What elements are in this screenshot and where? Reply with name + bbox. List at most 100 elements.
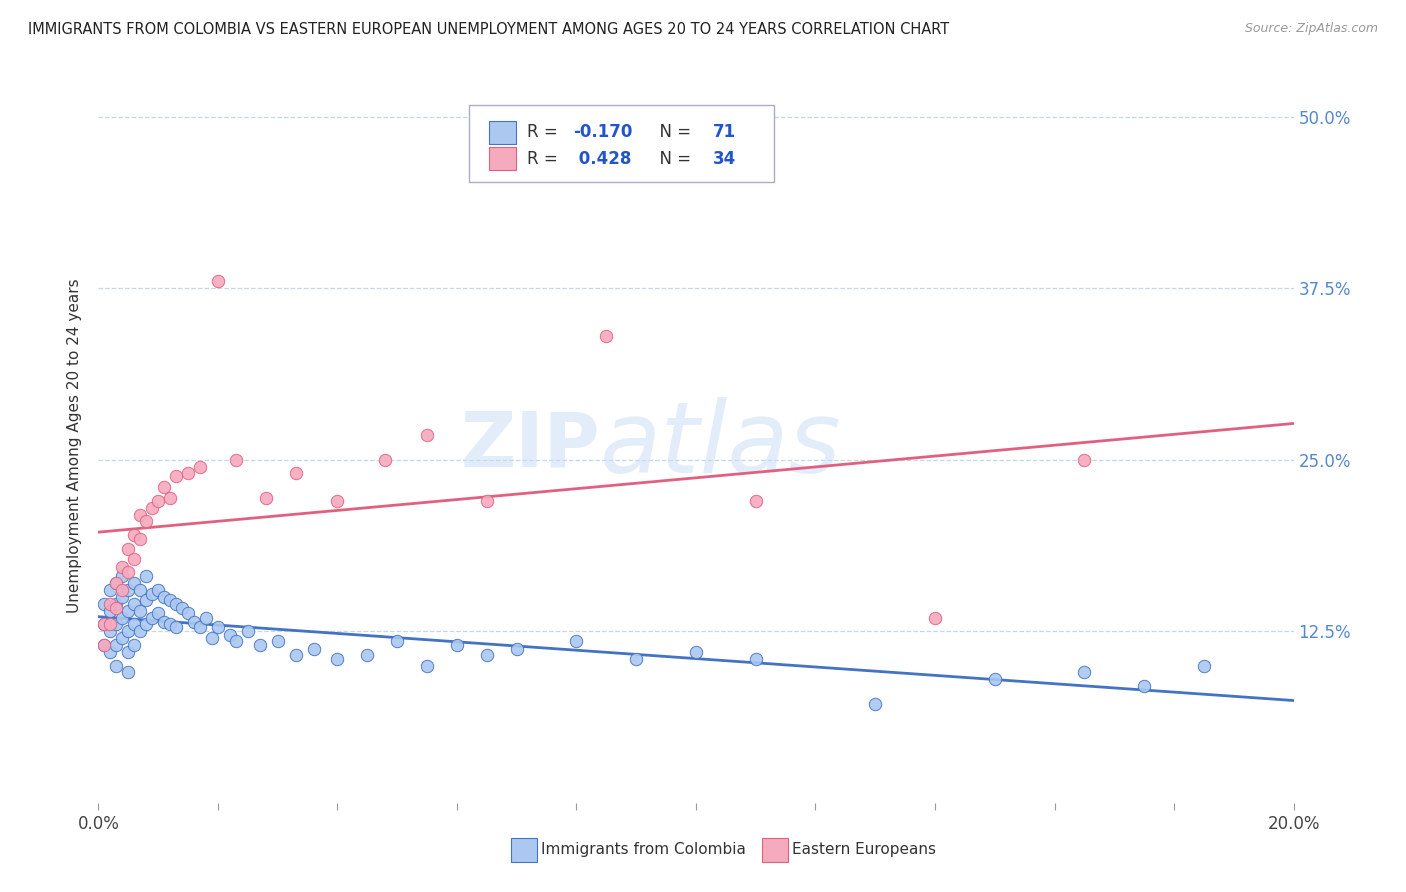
Point	[105, 601, 128, 615]
Point	[626, 651, 648, 665]
Point	[984, 673, 1007, 687]
Point	[153, 480, 176, 494]
Point	[326, 651, 349, 665]
Point	[207, 620, 229, 634]
Point	[267, 633, 290, 648]
Point	[195, 610, 218, 624]
Point	[117, 541, 139, 556]
Point	[93, 617, 115, 632]
Point	[745, 651, 768, 665]
Text: 71: 71	[713, 123, 735, 141]
Point	[254, 491, 277, 505]
Point	[105, 638, 128, 652]
Point	[135, 592, 157, 607]
Point	[93, 617, 115, 632]
Point	[135, 515, 157, 529]
Point	[141, 500, 163, 515]
Point	[124, 597, 146, 611]
Point	[98, 597, 122, 611]
Point	[98, 583, 122, 598]
Point	[124, 551, 146, 566]
Point	[356, 648, 378, 662]
Point	[105, 617, 128, 632]
Point	[172, 601, 194, 615]
Point	[93, 638, 115, 652]
Point	[416, 658, 439, 673]
Point	[117, 583, 139, 598]
Point	[1073, 452, 1095, 467]
Point	[135, 617, 157, 632]
Point	[153, 590, 176, 604]
Point	[93, 638, 115, 652]
Point	[159, 491, 181, 505]
Point	[98, 624, 122, 639]
Point	[183, 615, 205, 629]
Point	[124, 617, 146, 632]
Point	[111, 610, 134, 624]
Point	[159, 592, 181, 607]
Point	[111, 590, 134, 604]
Point	[225, 633, 247, 648]
Point	[1192, 658, 1215, 673]
FancyBboxPatch shape	[489, 147, 516, 170]
Point	[105, 576, 128, 591]
Text: R =: R =	[527, 150, 564, 168]
Point	[141, 587, 163, 601]
Point	[129, 508, 152, 522]
Point	[326, 494, 349, 508]
Point	[117, 645, 139, 659]
Point	[141, 610, 163, 624]
Point	[117, 566, 139, 580]
Point	[117, 665, 139, 680]
Text: N =: N =	[650, 150, 697, 168]
Text: N =: N =	[650, 123, 697, 141]
Point	[188, 620, 211, 634]
Point	[249, 638, 271, 652]
Text: ZIP: ZIP	[461, 409, 600, 483]
Text: -0.170: -0.170	[572, 123, 633, 141]
FancyBboxPatch shape	[489, 120, 516, 144]
Text: Immigrants from Colombia: Immigrants from Colombia	[541, 842, 745, 856]
Point	[124, 528, 146, 542]
Point	[1073, 665, 1095, 680]
Point	[177, 467, 200, 481]
Point	[129, 604, 152, 618]
Point	[284, 467, 307, 481]
Point	[105, 597, 128, 611]
Point	[374, 452, 396, 467]
Point	[98, 617, 122, 632]
Point	[565, 633, 588, 648]
Point	[105, 576, 128, 591]
Point	[685, 645, 707, 659]
Point	[446, 638, 468, 652]
Text: Source: ZipAtlas.com: Source: ZipAtlas.com	[1244, 22, 1378, 36]
Point	[98, 604, 122, 618]
Point	[1133, 679, 1156, 693]
Point	[117, 624, 139, 639]
Point	[135, 569, 157, 583]
Point	[207, 274, 229, 288]
Point	[111, 559, 134, 574]
Point	[219, 628, 242, 642]
Point	[302, 642, 325, 657]
FancyBboxPatch shape	[470, 105, 773, 182]
Point	[148, 607, 170, 621]
Point	[124, 638, 146, 652]
Point	[284, 648, 307, 662]
Point	[475, 648, 498, 662]
Text: Eastern Europeans: Eastern Europeans	[792, 842, 935, 856]
Point	[159, 617, 181, 632]
Point	[117, 604, 139, 618]
Point	[129, 583, 152, 598]
Point	[475, 494, 498, 508]
Point	[236, 624, 259, 639]
Point	[865, 697, 887, 711]
Point	[153, 615, 176, 629]
FancyBboxPatch shape	[510, 838, 537, 862]
Point	[165, 620, 187, 634]
Point	[188, 459, 211, 474]
Point	[595, 329, 617, 343]
Point	[225, 452, 247, 467]
Point	[148, 583, 170, 598]
Point	[129, 624, 152, 639]
